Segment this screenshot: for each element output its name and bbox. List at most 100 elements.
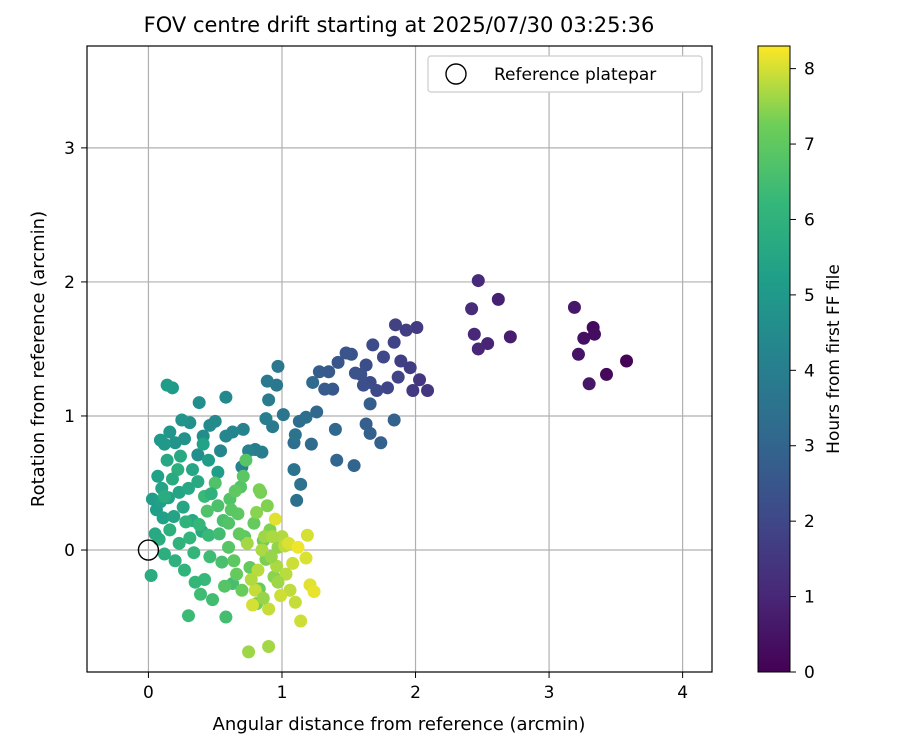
data-point: [175, 413, 189, 427]
data-point: [567, 300, 581, 314]
data-point: [144, 568, 158, 582]
data-point: [224, 503, 238, 517]
data-point: [300, 528, 314, 542]
data-point: [260, 374, 274, 388]
data-point: [168, 436, 182, 450]
data-point: [239, 453, 253, 467]
legend-box: [427, 55, 703, 93]
data-point: [177, 563, 191, 577]
data-point: [242, 645, 256, 659]
data-point: [250, 505, 264, 519]
data-point: [192, 396, 206, 410]
data-point: [163, 425, 177, 439]
data-point: [251, 563, 265, 577]
x-axis-label: Angular distance from reference (arcmin): [213, 714, 586, 735]
data-point: [299, 410, 313, 424]
x-tick-label: 1: [277, 683, 288, 703]
colorbar-tick-label: 3: [804, 437, 815, 457]
data-point: [227, 554, 241, 568]
data-point: [259, 412, 273, 426]
data-point: [252, 483, 266, 497]
y-axis-ticks: 0 1 2 3: [64, 139, 87, 561]
colorbar-label: Hours from first FF file: [824, 264, 844, 454]
data-point: [218, 579, 232, 593]
data-point: [491, 292, 505, 306]
data-point: [235, 583, 249, 597]
data-point: [236, 469, 250, 483]
data-point: [471, 342, 485, 356]
colorbar-tick-label: 0: [804, 663, 815, 683]
data-point: [192, 518, 206, 532]
data-point: [465, 302, 479, 316]
data-point: [279, 567, 293, 581]
data-point: [151, 469, 165, 483]
data-point: [587, 327, 601, 341]
colorbar-tick-label: 6: [804, 210, 815, 230]
data-point: [271, 359, 285, 373]
data-point: [413, 373, 427, 387]
data-point: [176, 500, 190, 514]
data-point: [194, 587, 208, 601]
data-point: [172, 536, 186, 550]
legend-label: Reference platepar: [494, 65, 656, 85]
data-point: [165, 472, 179, 486]
data-point: [240, 536, 254, 550]
data-point: [421, 384, 435, 398]
y-tick-label: 0: [64, 541, 75, 561]
data-point: [262, 602, 276, 616]
data-point: [248, 583, 262, 597]
data-point: [403, 361, 417, 375]
data-point: [219, 429, 233, 443]
data-point: [186, 463, 200, 477]
data-point: [181, 609, 195, 623]
data-point: [247, 516, 261, 530]
x-tick-label: 3: [544, 683, 555, 703]
data-point: [160, 453, 174, 467]
y-tick-label: 1: [64, 407, 75, 427]
legend-open-circle-icon: [445, 63, 467, 85]
data-point: [599, 367, 613, 381]
legend: Reference platepar: [427, 55, 703, 93]
chart-title: FOV centre drift starting at 2025/07/30 …: [144, 13, 655, 37]
data-point: [232, 527, 246, 541]
data-point: [387, 413, 401, 427]
data-point: [471, 274, 485, 288]
data-point: [331, 355, 345, 369]
data-point: [157, 547, 171, 561]
data-point: [206, 593, 220, 607]
data-point: [211, 499, 225, 513]
colorbar-tick-label: 4: [804, 361, 815, 381]
data-point: [582, 377, 596, 391]
data-point: [406, 384, 420, 398]
y-tick-label: 2: [64, 273, 75, 293]
data-point: [299, 551, 313, 565]
colorbar-tick-label: 1: [804, 588, 815, 608]
x-tick-label: 2: [410, 683, 421, 703]
data-point: [200, 504, 214, 518]
colorbar-tick-label: 5: [804, 286, 815, 306]
data-point: [294, 614, 308, 628]
data-point: [230, 567, 244, 581]
data-point: [260, 499, 274, 513]
data-point: [181, 481, 195, 495]
plot-frame: [86, 45, 713, 673]
data-point: [222, 540, 236, 554]
data-point: [188, 575, 202, 589]
data-point: [388, 318, 402, 332]
y-axis-label: Rotation from reference (arcmin): [28, 211, 49, 507]
data-point: [288, 595, 302, 609]
data-points: [144, 274, 634, 659]
data-point: [620, 354, 634, 368]
data-point: [163, 523, 177, 537]
data-point: [191, 448, 205, 462]
data-point: [160, 378, 174, 392]
data-point: [203, 550, 217, 564]
data-point: [236, 422, 250, 436]
data-point: [196, 437, 210, 451]
data-point: [156, 511, 170, 525]
data-point: [347, 459, 361, 473]
data-point: [255, 543, 269, 557]
data-point: [290, 493, 304, 507]
